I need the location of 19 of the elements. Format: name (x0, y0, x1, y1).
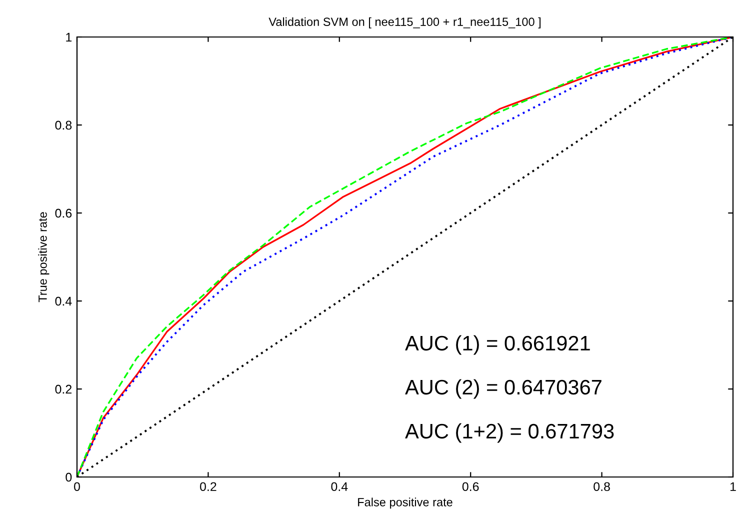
line-series (77, 37, 733, 477)
x-tick-label: 0.6 (462, 482, 479, 492)
y-tick-label: 0.2 (55, 384, 72, 394)
annotation: AUC (1) = 0.661921 (405, 335, 590, 355)
x-tick-label: 0.4 (331, 482, 348, 492)
annotation: AUC (1+2) = 0.671793 (405, 423, 614, 443)
y-tick-label: 0.6 (55, 208, 72, 218)
x-tick-label: 0.2 (200, 482, 216, 492)
annotation: AUC (2) = 0.6470367 (405, 379, 602, 399)
x-tick-label: 0.8 (594, 482, 610, 492)
y-axis-title: True positive rate (38, 212, 50, 302)
y-tick-label: 0.8 (55, 120, 72, 130)
y-tick-label: 0.4 (55, 296, 72, 306)
y-tick-label: 0 (66, 472, 72, 482)
x-axis-title: False positive rate (358, 498, 452, 509)
y-tick-label: 1 (66, 32, 72, 42)
x-tick-label: 1 (730, 482, 736, 491)
chart-title: Validation SVM on [ nee115_100 + r1_nee115_100 ] (268, 17, 541, 28)
x-tick-label: 0 (74, 482, 80, 492)
